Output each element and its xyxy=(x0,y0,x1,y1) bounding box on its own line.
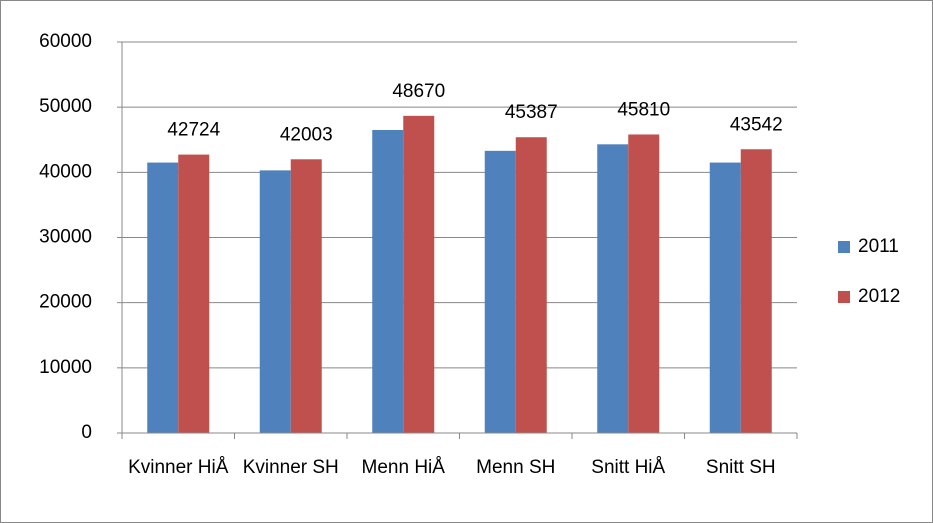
bar xyxy=(259,170,291,433)
bar xyxy=(515,137,547,434)
bar xyxy=(178,154,210,433)
y-tick-label: 10000 xyxy=(39,357,92,378)
data-label: 42003 xyxy=(280,124,333,145)
data-label: 43542 xyxy=(730,114,783,135)
x-tick-label: Menn HiÅ xyxy=(361,457,445,478)
x-tick-label: Snitt HiÅ xyxy=(591,457,666,478)
legend-label: 2012 xyxy=(858,286,900,307)
bar xyxy=(403,115,435,433)
x-tick-label: Kvinner HiÅ xyxy=(128,457,229,478)
y-tick-label: 40000 xyxy=(39,161,92,182)
data-label: 48670 xyxy=(392,81,445,102)
y-tick-label: 50000 xyxy=(39,96,92,117)
bar xyxy=(290,159,322,433)
bar xyxy=(628,134,660,433)
y-tick-label: 20000 xyxy=(39,292,92,313)
x-tick-label: Menn SH xyxy=(476,457,556,478)
data-label: 45387 xyxy=(505,102,558,123)
y-tick-label: 0 xyxy=(81,422,92,443)
bar xyxy=(740,149,772,434)
bar xyxy=(147,162,179,433)
x-tick-label: Snitt SH xyxy=(705,457,776,478)
data-label: 45810 xyxy=(617,99,670,120)
bar xyxy=(709,162,741,433)
legend-swatch xyxy=(838,291,850,303)
y-tick-label: 30000 xyxy=(39,227,92,248)
legend-label: 2011 xyxy=(858,236,899,257)
bar xyxy=(597,144,629,434)
bar xyxy=(372,129,404,433)
y-tick-label: 60000 xyxy=(39,31,92,52)
legend-swatch xyxy=(838,241,850,253)
x-tick-label: Kvinner SH xyxy=(242,457,339,478)
bar xyxy=(484,150,516,433)
data-label: 42724 xyxy=(167,120,220,141)
